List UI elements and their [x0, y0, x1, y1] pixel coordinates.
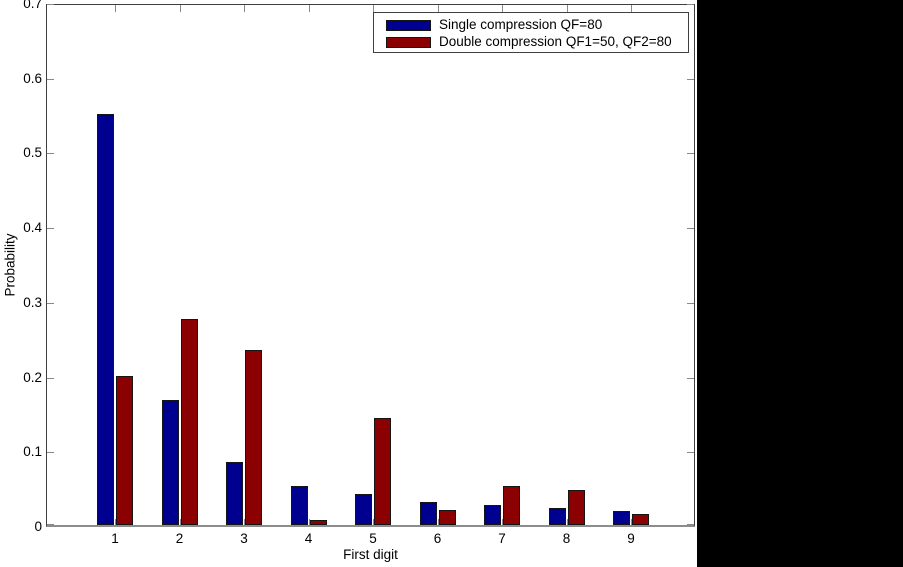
- x-tick-label: 4: [304, 531, 313, 546]
- legend-item-double-compression: Double compression QF1=50, QF2=80: [386, 34, 688, 50]
- bar-double-digit-7: [503, 486, 520, 525]
- y-axis-tick: [47, 303, 54, 304]
- plot-area: [46, 4, 695, 527]
- y-tick-label: 0.3: [23, 295, 42, 310]
- x-axis-tick-top: [438, 5, 439, 12]
- x-axis-tick: [244, 519, 245, 526]
- bar-single-digit-4: [291, 486, 308, 525]
- x-axis-tick: [373, 519, 374, 526]
- bar-single-digit-1: [97, 114, 114, 525]
- y-axis-tick: [47, 452, 54, 453]
- legend-swatch-single-compression: [386, 19, 431, 31]
- y-axis-tick: [47, 4, 54, 5]
- x-axis-tick: [115, 519, 116, 526]
- x-tick-label: 1: [111, 531, 119, 546]
- y-axis-tick-right: [687, 378, 694, 379]
- x-tick-label: 9: [627, 531, 635, 546]
- x-axis-tick: [309, 519, 310, 526]
- legend-label-double-compression: Double compression QF1=50, QF2=80: [439, 34, 672, 49]
- x-axis-tick: [502, 519, 503, 526]
- y-tick-label: 0.7: [23, 0, 42, 11]
- bar-double-digit-8: [568, 490, 585, 525]
- x-tick-label: 7: [498, 531, 506, 546]
- x-axis-tick-top: [631, 5, 632, 12]
- y-axis-tick-right: [687, 153, 694, 154]
- x-tick-label: 6: [433, 531, 442, 546]
- x-axis-tick-top: [373, 5, 374, 12]
- x-tick-label: 2: [175, 531, 184, 546]
- y-axis-tick-right: [687, 524, 694, 525]
- x-axis-tick: [631, 519, 632, 526]
- bar-single-digit-2: [162, 400, 179, 525]
- y-tick-label: 0.5: [23, 145, 42, 160]
- bar-double-digit-6: [439, 510, 456, 525]
- bar-single-digit-7: [484, 505, 501, 525]
- y-axis-tick-right: [687, 452, 694, 453]
- x-axis-tick-top: [567, 5, 568, 12]
- x-axis-tick-top: [244, 5, 245, 12]
- y-axis-tick: [47, 153, 54, 154]
- x-axis-tick-top: [309, 5, 310, 12]
- figure-background: Probability First digit Single compressi…: [0, 0, 697, 567]
- x-axis-tick: [180, 519, 181, 526]
- y-tick-label: 0.4: [23, 220, 42, 235]
- y-tick-label: 0.1: [23, 444, 42, 459]
- y-tick-label: 0: [34, 519, 42, 534]
- y-tick-label: 0.2: [23, 370, 42, 385]
- bar-double-digit-9: [632, 514, 649, 525]
- y-axis-tick: [47, 79, 54, 80]
- x-tick-label: 5: [369, 531, 377, 546]
- y-axis-tick: [47, 228, 54, 229]
- x-tick-label: 8: [562, 531, 571, 546]
- x-axis-tick-top: [180, 5, 181, 12]
- bar-single-digit-9: [613, 511, 630, 525]
- x-axis-title: First digit: [343, 547, 398, 562]
- bar-double-digit-4: [310, 520, 327, 525]
- legend-swatch-double-compression: [386, 36, 431, 48]
- bar-single-digit-8: [549, 508, 566, 525]
- y-axis-tick-right: [687, 79, 694, 80]
- bar-single-digit-5: [355, 494, 372, 525]
- legend: Single compression QF=80 Double compress…: [373, 12, 689, 53]
- x-axis-tick-top: [502, 5, 503, 12]
- bar-double-digit-3: [245, 350, 262, 525]
- x-tick-label: 3: [240, 531, 248, 546]
- y-axis-tick: [47, 378, 54, 379]
- x-axis-tick: [438, 519, 439, 526]
- bar-double-digit-5: [374, 418, 391, 525]
- y-axis-tick-right: [687, 303, 694, 304]
- bar-single-digit-6: [420, 502, 437, 525]
- y-axis-tick-right: [687, 4, 694, 5]
- bar-single-digit-3: [226, 462, 243, 525]
- legend-item-single-compression: Single compression QF=80: [386, 17, 688, 33]
- x-axis-tick: [567, 519, 568, 526]
- y-axis-title: Probability: [2, 233, 18, 297]
- x-axis-tick-top: [115, 5, 116, 12]
- legend-label-single-compression: Single compression QF=80: [439, 17, 603, 32]
- y-axis-tick: [47, 524, 54, 525]
- bar-double-digit-2: [181, 319, 198, 525]
- y-axis-tick-right: [687, 228, 694, 229]
- y-tick-label: 0.6: [23, 71, 42, 86]
- bar-double-digit-1: [116, 376, 133, 525]
